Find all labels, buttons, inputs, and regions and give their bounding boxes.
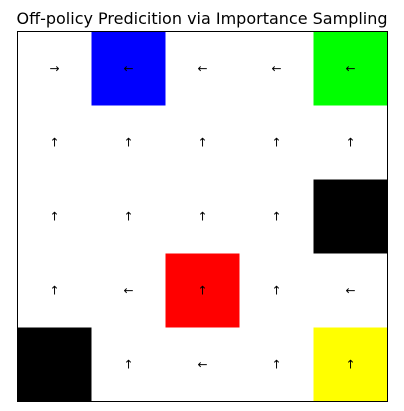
grid-cell-r0-c2: ← — [197, 62, 207, 76]
grid-cell-r3-c2: ↑ — [165, 253, 240, 328]
cell-fill — [313, 327, 388, 402]
gridworld-cells: → ← ← ← ← ↑ ↑ ↑ ↑ ↑ ↑ ↑ ↑ ↑ ↑ ← ↑ ↑ ← ↑ ← ↑ ↑ — [17, 31, 388, 402]
grid-cell-r1-c1: ↑ — [123, 136, 133, 150]
policy-arrow-up: ↑ — [123, 210, 133, 224]
grid-cell-r2-c0: ↑ — [49, 210, 59, 224]
grid-cell-r2-c1: ↑ — [123, 210, 133, 224]
grid-cell-r0-c4: ← — [313, 31, 388, 106]
policy-arrow-left: ← — [345, 62, 355, 76]
grid-cell-r2-c4 — [313, 179, 388, 254]
grid-cell-r1-c0: ↑ — [49, 136, 59, 150]
cell-fill — [313, 179, 388, 254]
policy-arrow-up: ↑ — [123, 136, 133, 150]
policy-arrow-up: ↑ — [271, 358, 281, 372]
cell-fill — [91, 31, 166, 106]
policy-arrow-up: ↑ — [197, 210, 207, 224]
grid-border — [17, 31, 388, 402]
policy-arrow-up: ↑ — [271, 136, 281, 150]
cell-fill — [17, 327, 92, 402]
policy-arrow-up: ↑ — [197, 136, 207, 150]
grid-cell-r0-c3: ← — [271, 62, 281, 76]
policy-arrow-up: ↑ — [49, 136, 59, 150]
policy-arrow-up: ↑ — [345, 136, 355, 150]
policy-arrow-up: ↑ — [123, 358, 133, 372]
cell-fill — [165, 253, 240, 328]
policy-arrow-left: ← — [197, 358, 207, 372]
grid-cell-r0-c1: ← — [91, 31, 166, 106]
grid-cell-r4-c2: ← — [197, 358, 207, 372]
grid-cell-r1-c2: ↑ — [197, 136, 207, 150]
policy-arrow-left: ← — [123, 284, 133, 298]
policy-arrow-up: ↑ — [271, 210, 281, 224]
grid-cell-r3-c1: ← — [123, 284, 133, 298]
policy-arrow-up: ↑ — [271, 284, 281, 298]
figure-title: Off-policy Predicition via Importance Sa… — [16, 9, 387, 28]
grid-cell-r3-c0: ↑ — [49, 284, 59, 298]
policy-arrow-left: ← — [197, 62, 207, 76]
policy-arrow-up: ↑ — [345, 358, 355, 372]
policy-arrow-right: → — [49, 62, 59, 76]
grid-cell-r2-c3: ↑ — [271, 210, 281, 224]
policy-arrow-left: ← — [123, 62, 133, 76]
policy-arrow-left: ← — [271, 62, 281, 76]
grid-cell-r4-c0 — [17, 327, 92, 402]
grid-cell-r3-c4: ← — [345, 284, 355, 298]
grid-cell-r2-c2: ↑ — [197, 210, 207, 224]
grid-cell-r4-c3: ↑ — [271, 358, 281, 372]
grid-cell-r4-c4: ↑ — [313, 327, 388, 402]
grid-cell-r0-c0: → — [49, 62, 59, 76]
cell-fill — [313, 31, 388, 106]
grid-cell-r1-c4: ↑ — [345, 136, 355, 150]
policy-arrow-up: ↑ — [49, 210, 59, 224]
policy-arrow-up: ↑ — [49, 284, 59, 298]
policy-arrow-left: ← — [345, 284, 355, 298]
policy-arrow-up: ↑ — [197, 284, 207, 298]
grid-cell-r3-c3: ↑ — [271, 284, 281, 298]
grid-cell-r4-c1: ↑ — [123, 358, 133, 372]
grid-cell-r1-c3: ↑ — [271, 136, 281, 150]
